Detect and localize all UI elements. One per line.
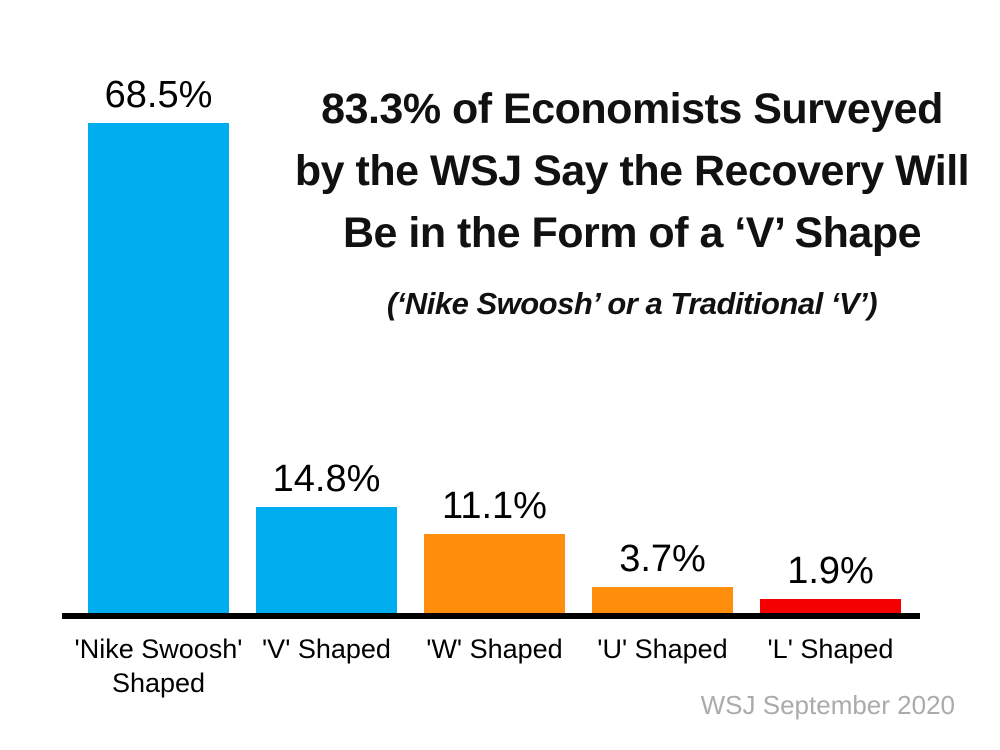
x-axis-category-label: 'L' Shaped (767, 634, 894, 664)
chart-title-line-1: 83.3% of Economists Surveyed (321, 85, 943, 133)
bar-value-label: 68.5% (104, 74, 213, 116)
source-label: WSJ September 2020 (700, 690, 955, 720)
chart-subtitle: (‘Nike Swoosh’ or a Traditional ‘V’) (386, 286, 878, 321)
x-axis-category-label: 'W' Shaped (426, 634, 563, 664)
bar (592, 587, 733, 613)
bar-value-label: 11.1% (442, 485, 547, 527)
x-axis-category-label: 'Nike Swoosh' Shaped (74, 634, 243, 698)
chart-title-block: 83.3% of Economists Surveyed by the WSJ … (282, 78, 982, 322)
bar (256, 507, 397, 613)
chart-title-line-2: by the WSJ Say the Recovery Will (294, 147, 970, 195)
x-axis-category-label: 'V' Shaped (262, 634, 391, 664)
x-axis-line (62, 613, 920, 619)
bar-value-label: 1.9% (787, 550, 874, 592)
bar (88, 123, 229, 613)
bar (424, 534, 565, 613)
bar-value-label: 14.8% (272, 458, 381, 500)
chart-title-line-3: Be in the Form of a ‘V’ Shape (342, 209, 922, 257)
x-axis-category-label: 'U' Shaped (597, 634, 728, 664)
bar (760, 599, 901, 613)
bar-value-label: 3.7% (619, 538, 706, 580)
